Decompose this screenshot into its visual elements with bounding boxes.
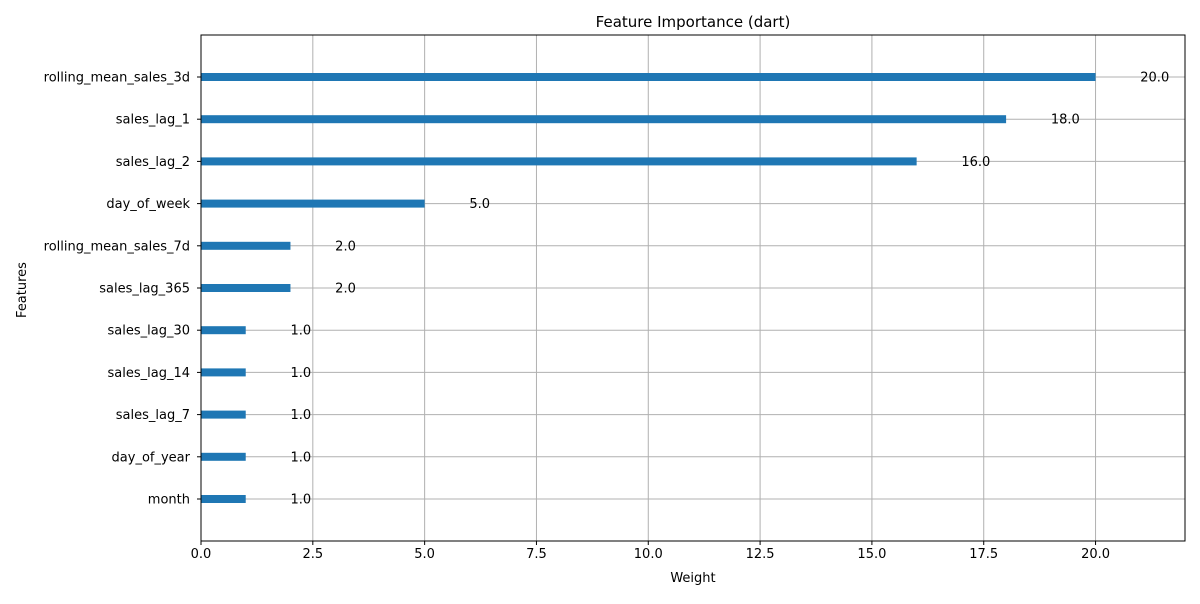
y-tick-label: sales_lag_14 <box>108 366 191 381</box>
bar-value-label: 1.0 <box>290 366 311 381</box>
x-tick-label: 15.0 <box>857 547 886 562</box>
bar-layer <box>201 73 1096 503</box>
y-tick-label: sales_lag_365 <box>99 282 190 297</box>
x-tick-label: 20.0 <box>1081 547 1110 562</box>
y-tick-label: sales_lag_7 <box>116 408 190 423</box>
bar-value-label: 5.0 <box>469 197 490 212</box>
bar <box>201 157 917 166</box>
y-tick-label: sales_lag_30 <box>108 324 191 339</box>
bar <box>201 452 246 461</box>
x-tick-label: 10.0 <box>634 547 663 562</box>
bar-value-label: 1.0 <box>290 450 311 465</box>
bar <box>201 115 1007 124</box>
x-axis-label: Weight <box>670 571 715 586</box>
axes-layer <box>197 34 1186 545</box>
bar-value-label: 2.0 <box>335 239 356 254</box>
x-tick-label: 2.5 <box>302 547 323 562</box>
bar-value-label: 1.0 <box>290 493 311 508</box>
y-tick-label: rolling_mean_sales_7d <box>44 239 190 254</box>
x-tick-label: 0.0 <box>191 547 212 562</box>
x-tick-label: 17.5 <box>969 547 998 562</box>
y-tick-label: month <box>148 493 190 508</box>
y-tick-label: day_of_year <box>112 450 191 465</box>
bar <box>201 73 1096 81</box>
bar <box>201 410 246 419</box>
label-layer: 0.0 2.5 5.0 7.5 10.0 12.5 15.0 17.5 20.0 rolling_… <box>44 71 1170 563</box>
bar <box>201 241 291 250</box>
bar-value-label: 18.0 <box>1051 113 1080 128</box>
bar <box>201 326 246 335</box>
bar-value-label: 2.0 <box>335 282 356 297</box>
y-axis-label: Features <box>15 262 30 318</box>
x-tick-label: 12.5 <box>746 547 775 562</box>
plot-frame <box>200 34 1186 542</box>
y-tick-label: rolling_mean_sales_3d <box>44 71 190 86</box>
x-tick-label: 7.5 <box>526 547 547 562</box>
y-tick-label: sales_lag_1 <box>116 113 190 128</box>
bar <box>201 284 291 292</box>
bar-value-label: 16.0 <box>961 155 990 170</box>
bar-value-label: 1.0 <box>290 324 311 339</box>
y-tick-label: sales_lag_2 <box>116 155 190 170</box>
bar <box>201 495 246 503</box>
bar-value-label: 20.0 <box>1140 71 1169 86</box>
chart-title: Feature Importance (dart) <box>596 13 791 31</box>
y-tick-label: day_of_week <box>106 197 190 212</box>
bar <box>201 199 425 208</box>
bar <box>201 368 246 377</box>
x-tick-label: 5.0 <box>414 547 435 562</box>
bar-value-label: 1.0 <box>290 408 311 423</box>
